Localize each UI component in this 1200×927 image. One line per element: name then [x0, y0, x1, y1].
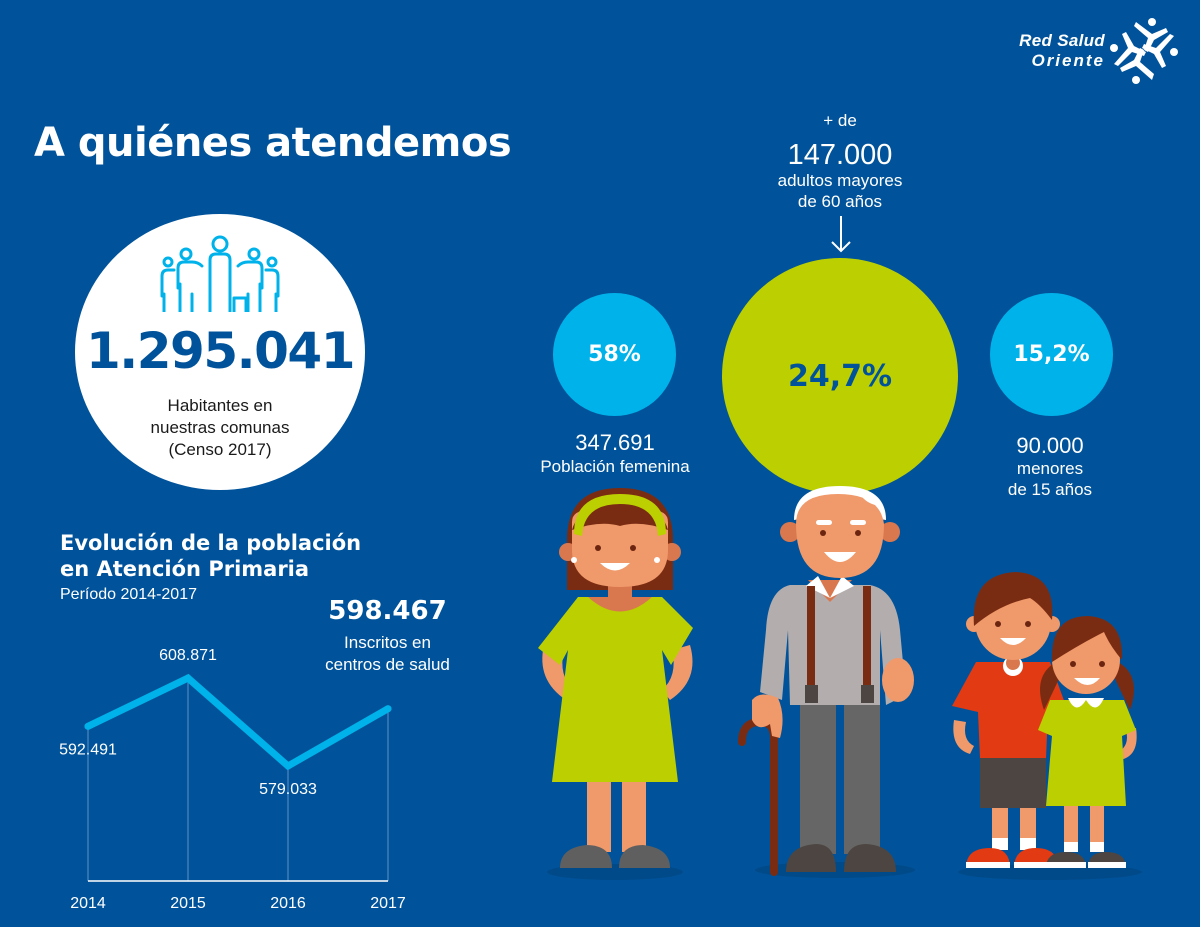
data-point-2014	[84, 722, 92, 730]
elderly-label-line2: de 60 años	[797, 192, 883, 211]
population-desc-line1: Habitantes en	[167, 396, 273, 415]
highlight-value: 598.467	[328, 596, 447, 626]
population-value: 1.295.041	[85, 322, 356, 380]
family-icon	[160, 235, 280, 312]
chart-subtitle: Período 2014-2017	[60, 586, 197, 603]
chart-title: Evolución de la población en Atención Pr…	[60, 530, 361, 582]
data-point-2017	[384, 705, 392, 713]
highlight-desc-line1: Inscritos en	[344, 633, 431, 652]
female-percent-circle: 58%	[553, 293, 676, 416]
highlight-description: Inscritos en centros de salud	[300, 632, 475, 676]
chart-title-line1: Evolución de la población	[60, 531, 362, 555]
data-label-2016: 579.033	[259, 781, 317, 798]
series-line	[84, 673, 392, 771]
population-description: Habitantes en nuestras comunas (Censo 20…	[75, 395, 365, 461]
x-tick-label-2017: 2017	[370, 895, 406, 912]
line-chart: 592.491 608.871 579.033 2014 2015 2016 2017	[59, 647, 406, 912]
elderly-percent-circle: 24,7%	[722, 258, 958, 494]
x-tick-label-2015: 2015	[170, 895, 206, 912]
population-desc-line3: (Censo 2017)	[168, 440, 272, 459]
old-man-with-cane-illustration	[738, 486, 915, 878]
four-people-star-icon	[1110, 18, 1178, 84]
woman-illustration	[538, 488, 693, 880]
elderly-count: 147.000	[787, 139, 893, 171]
x-tick-label-2014: 2014	[70, 895, 106, 912]
female-count: 347.691	[575, 430, 655, 455]
brand-logo-text: Red Salud Oriente	[1005, 31, 1105, 71]
elderly-label-line1: adultos mayores	[777, 171, 903, 190]
data-point-2015	[184, 674, 192, 682]
children-label-line1: menores	[1016, 459, 1084, 478]
highlight-desc-line2: centros de salud	[325, 655, 450, 674]
elderly-prefix: + de	[823, 111, 857, 130]
x-tick-label-2016: 2016	[270, 895, 306, 912]
population-desc-line2: nuestras comunas	[150, 418, 290, 437]
children-label-line2: de 15 años	[1007, 480, 1093, 499]
children-label: menores de 15 años	[960, 458, 1140, 500]
female-label: Población femenina	[540, 457, 690, 476]
data-label-2014: 592.491	[59, 741, 117, 758]
data-label-2015: 608.871	[159, 647, 217, 664]
children-percent-circle: 15,2%	[990, 293, 1113, 416]
population-circle	[75, 214, 365, 490]
children-count: 90.000	[1016, 433, 1084, 458]
arrow-down-icon	[831, 216, 851, 253]
brand-name-line2: Oriente	[1031, 51, 1105, 70]
chart-title-line2: en Atención Primaria	[60, 557, 310, 581]
data-point-2016	[284, 762, 292, 770]
elderly-label: adultos mayores de 60 años	[740, 170, 940, 212]
brand-name-line1: Red Salud	[1019, 31, 1105, 50]
page-title: A quiénes atendemos	[34, 120, 512, 166]
boy-and-girl-illustration	[952, 572, 1142, 880]
